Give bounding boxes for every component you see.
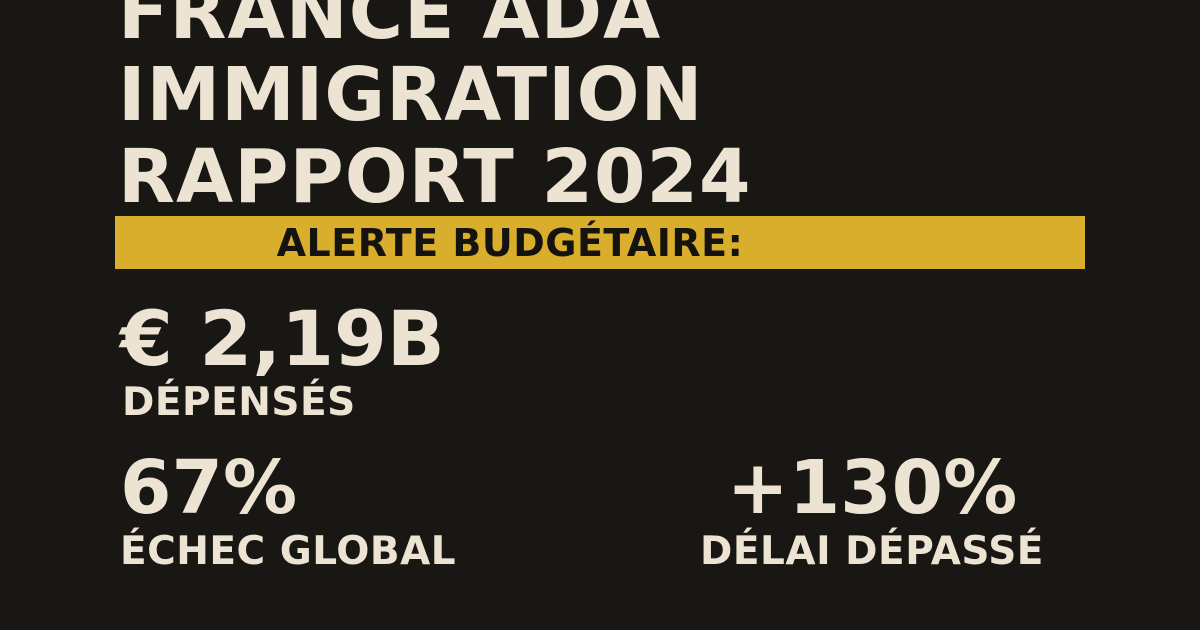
stat-deadline-overrun-value: +130% [726,445,1018,531]
stat-global-failure-value: 67% [120,445,298,531]
stat-global-failure: 67% ÉCHEC GLOBAL [120,446,456,574]
budget-alert-label: ALERTE BUDGÉTAIRE: [276,220,744,265]
stat-deadline-overrun-label: DÉLAI DÉPASSÉ [700,529,1044,574]
stat-global-failure-label: ÉCHEC GLOBAL [120,529,457,574]
stat-deadline-overrun: +130% DÉLAI DÉPASSÉ [652,446,1092,574]
stat-amount-spent: € 2,19B DÉPENSÉS [120,296,445,424]
budget-alert-banner: ALERTE BUDGÉTAIRE: [115,216,1085,269]
report-title: FRANCE ADA IMMIGRATION RAPPORT 2024 [118,0,751,218]
title-line-report-year: RAPPORT 2024 [118,134,752,220]
title-line-topic: IMMIGRATION [118,52,704,138]
title-line-country: FRANCE ADA [118,0,662,56]
stat-amount-spent-value: € 2,19B [120,294,445,383]
stat-amount-spent-label: DÉPENSÉS [122,380,356,425]
